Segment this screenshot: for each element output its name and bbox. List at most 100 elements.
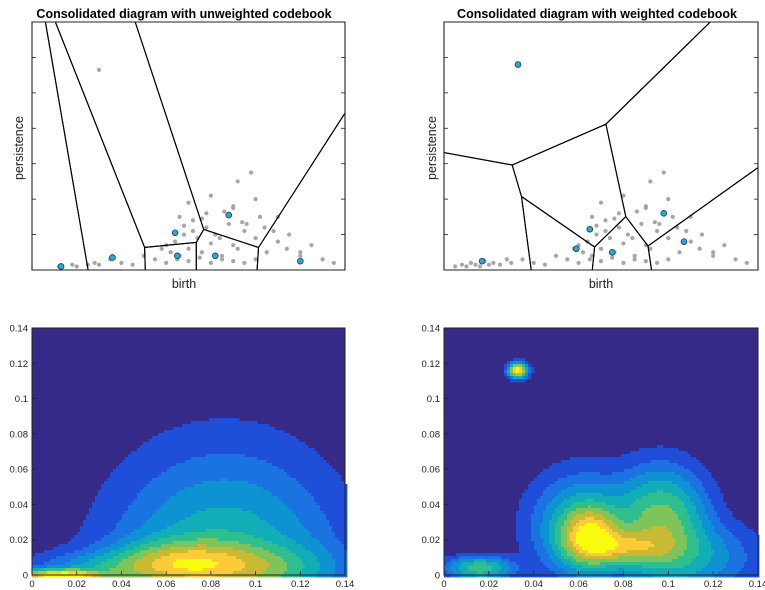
- contour-cell: [167, 511, 171, 515]
- contour-cell: [323, 472, 327, 476]
- contour-cell: [170, 484, 174, 488]
- contour-cell: [227, 568, 231, 572]
- contour-cell: [609, 466, 613, 470]
- contour-cell: [215, 457, 219, 461]
- contour-cell: [263, 424, 267, 428]
- contour-cell: [209, 454, 213, 458]
- contour-cell: [311, 547, 315, 551]
- contour-cell: [257, 538, 261, 542]
- contour-cell: [224, 439, 228, 443]
- contour-cell: [230, 454, 234, 458]
- contour-cell: [212, 487, 216, 491]
- contour-cell: [260, 556, 264, 560]
- contour-cell: [266, 427, 270, 431]
- contour-cell: [164, 493, 168, 497]
- contour-cell: [260, 571, 264, 575]
- contour-cell: [281, 478, 285, 482]
- contour-cell: [344, 508, 348, 512]
- contour-cell: [122, 508, 126, 512]
- contour-cell: [203, 454, 207, 458]
- contour-cell: [651, 478, 655, 482]
- contour-cell: [284, 451, 288, 455]
- contour-cell: [146, 460, 150, 464]
- contour-cell: [200, 466, 204, 470]
- contour-cell: [522, 379, 526, 383]
- contour-cell: [278, 490, 282, 494]
- contour-cell: [59, 571, 63, 575]
- contour-cell: [275, 496, 279, 500]
- contour-cell: [627, 478, 631, 482]
- contour-cell: [161, 508, 165, 512]
- contour-cell: [98, 520, 102, 524]
- contour-cell: [287, 523, 291, 527]
- contour-cell: [107, 559, 111, 563]
- contour-cell: [137, 550, 141, 554]
- contour-cell: [684, 472, 688, 476]
- contour-cell: [188, 463, 192, 467]
- contour-cell: [200, 490, 204, 494]
- diagram-point: [603, 228, 608, 234]
- contour-cell: [155, 496, 159, 500]
- y-tick-label: 0.12: [10, 359, 29, 370]
- contour-cell: [230, 547, 234, 551]
- contour-cell: [62, 568, 66, 572]
- contour-cell: [158, 517, 162, 521]
- contour-cell: [317, 562, 321, 566]
- contour-cell: [338, 565, 342, 569]
- contour-cell: [218, 550, 222, 554]
- contour-cell: [239, 508, 243, 512]
- contour-cell: [152, 523, 156, 527]
- contour-cell: [212, 454, 216, 458]
- contour-cell: [164, 466, 168, 470]
- contour-cell: [227, 424, 231, 428]
- contour-cell: [215, 475, 219, 479]
- contour-cell: [338, 490, 342, 494]
- contour-cell: [236, 418, 240, 422]
- contour-cell: [206, 454, 210, 458]
- contour-cell: [89, 550, 93, 554]
- diagram-point: [666, 257, 671, 262]
- contour-cell: [305, 553, 309, 557]
- contour-cell: [272, 463, 276, 467]
- contour-cell: [83, 568, 87, 572]
- contour-cell: [573, 469, 577, 473]
- contour-cell: [167, 550, 171, 554]
- contour-cell: [573, 478, 577, 482]
- contour-cell: [215, 535, 219, 539]
- contour-cell: [197, 559, 201, 563]
- y-tick-label: 0.04: [10, 500, 29, 511]
- contour-cell: [585, 475, 589, 479]
- contour-cell: [323, 514, 327, 518]
- diagram-point: [594, 223, 599, 228]
- contour-cell: [260, 505, 264, 509]
- contour-cell: [317, 559, 321, 563]
- contour-cell: [119, 499, 123, 503]
- contour-cell: [320, 544, 324, 548]
- contour-cell: [113, 493, 117, 497]
- contour-cell: [143, 472, 147, 476]
- contour-cell: [305, 517, 309, 521]
- contour-cell: [248, 445, 252, 449]
- contour-cell: [164, 538, 168, 542]
- contour-cell: [164, 487, 168, 491]
- contour-cell: [233, 520, 237, 524]
- diagram-point: [152, 257, 158, 262]
- contour-cell: [266, 430, 270, 434]
- contour-cell: [212, 544, 216, 548]
- contour-cell: [116, 562, 120, 566]
- contour-cell: [203, 436, 207, 440]
- contour-cell: [89, 541, 93, 545]
- contour-cell: [146, 478, 150, 482]
- contour-cell: [203, 472, 207, 476]
- contour-cell: [278, 508, 282, 512]
- contour-cell: [332, 511, 336, 515]
- contour-cell: [567, 475, 571, 479]
- contour-cell: [200, 541, 204, 545]
- contour-cell: [155, 454, 159, 458]
- contour-cell: [251, 559, 255, 563]
- contour-cell: [215, 544, 219, 548]
- contour-cell: [281, 499, 285, 503]
- contour-cell: [47, 571, 51, 575]
- contour-cell: [236, 505, 240, 509]
- contour-cell: [173, 511, 177, 515]
